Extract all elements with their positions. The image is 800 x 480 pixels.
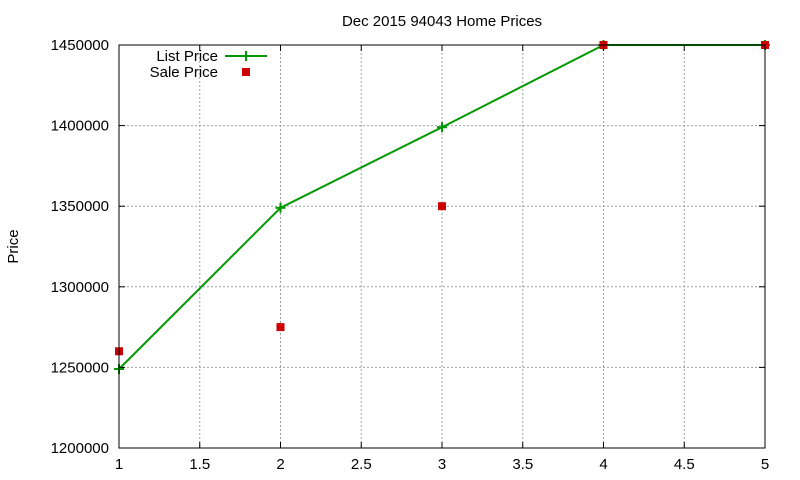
y-tick-label: 1350000: [51, 198, 109, 215]
legend-label-list-price: List Price: [156, 48, 218, 65]
x-tick-label: 4.5: [674, 456, 695, 473]
sale-price-point: [276, 323, 285, 332]
x-tick-label: 3.5: [512, 456, 533, 473]
y-tick-label: 1450000: [51, 37, 109, 54]
ticks: 1 1.5 2 2.5 3 3.5 4 4.5 5 1200000 1250000 1300000 13…: [51, 37, 770, 473]
y-tick-label: 1300000: [51, 279, 109, 296]
x-tick-label: 2: [276, 456, 284, 473]
list-price-point: [275, 202, 286, 213]
x-tick-label: 5: [761, 456, 769, 473]
y-tick-label: 1250000: [51, 359, 109, 376]
x-tick-label: 2.5: [351, 456, 372, 473]
y-tick-label: 1400000: [51, 118, 109, 135]
y-axis-label: Price: [5, 229, 22, 263]
sale-price-point: [438, 202, 446, 211]
y-tick-label: 1200000: [51, 440, 109, 457]
grid: [119, 45, 765, 448]
x-tick-label: 3: [438, 456, 446, 473]
x-tick-label: 1: [115, 456, 123, 473]
list-price-point: [437, 122, 447, 133]
chart-title: Dec 2015 94043 Home Prices: [342, 13, 542, 30]
x-tick-label: 1.5: [189, 456, 210, 473]
legend-label-sale-price: Sale Price: [150, 64, 218, 81]
legend-marker-sale-price: [242, 68, 250, 76]
legend-marker-list-price: [241, 51, 251, 61]
x-tick-label: 4: [599, 456, 607, 473]
